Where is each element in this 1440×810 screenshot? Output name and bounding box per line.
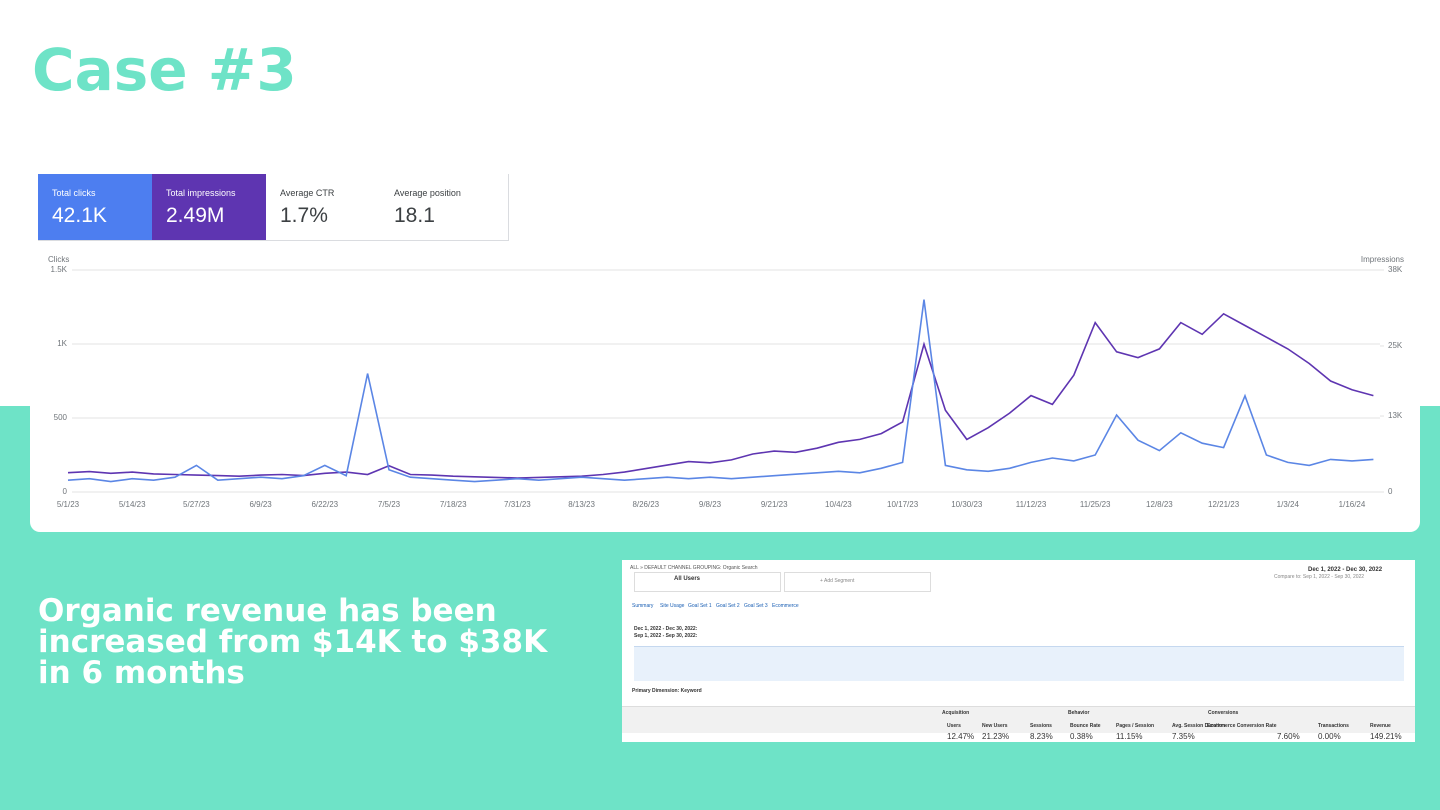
compare-range: Compare to: Sep 1, 2022 - Sep 30, 2022 xyxy=(1274,574,1365,580)
legend-entry: Dec 1, 2022 - Dec 30, 2022: xyxy=(634,626,698,632)
x-tick-label: 7/18/23 xyxy=(440,500,467,509)
y-axis-title: Clicks xyxy=(48,255,69,264)
segment-box xyxy=(634,572,781,592)
tab: Goal Set 1 xyxy=(688,603,712,609)
x-tick-label: 10/30/23 xyxy=(951,500,983,509)
add-segment: + Add Segment xyxy=(820,578,855,584)
x-tick-label: 10/17/23 xyxy=(887,500,919,509)
x-tick-label: 11/12/23 xyxy=(1016,500,1047,509)
column-header: Pages / Session xyxy=(1116,723,1155,729)
column-header: Sessions xyxy=(1030,723,1052,729)
x-tick-label: 5/1/23 xyxy=(57,500,80,509)
metric-value: 1.7% xyxy=(280,204,328,227)
y-tick-label: 0 xyxy=(63,487,68,496)
metric-card: Average position 18.1 xyxy=(380,174,509,241)
column-header: Bounce Rate xyxy=(1070,723,1101,729)
metric-label: Total impressions xyxy=(166,188,236,198)
x-tick-label: 1/3/24 xyxy=(1277,500,1300,509)
tab: Goal Set 2 xyxy=(716,603,740,609)
column-group: Behavior xyxy=(1068,710,1090,716)
metric-card: Total clicks 42.1K xyxy=(38,174,167,241)
segment-name: All Users xyxy=(674,576,701,582)
x-tick-label: 9/8/23 xyxy=(699,500,722,509)
x-tick-label: 10/4/23 xyxy=(825,500,852,509)
slide-title: Case #3 xyxy=(32,36,297,104)
y-tick-label: 500 xyxy=(54,413,68,422)
tab: Summary xyxy=(632,603,654,609)
column-header: Ecommerce Conversion Rate xyxy=(1207,723,1277,729)
column-header: Transactions xyxy=(1318,723,1349,729)
segment-box xyxy=(784,572,931,592)
metric-card: Average CTR 1.7% xyxy=(266,174,395,241)
x-tick-label: 8/13/23 xyxy=(568,500,595,509)
total-value: 0.00% xyxy=(1318,732,1341,741)
x-tick-label: 6/9/23 xyxy=(249,500,272,509)
tab: Goal Set 3 xyxy=(744,603,768,609)
total-value: 7.60% xyxy=(1277,732,1300,741)
x-tick-label: 5/14/23 xyxy=(119,500,146,509)
column-group: Conversions xyxy=(1208,710,1239,716)
x-tick-label: 8/26/23 xyxy=(632,500,659,509)
y2-tick-label: 25K xyxy=(1388,341,1403,350)
y-tick-label: 1K xyxy=(57,339,67,348)
total-value: 149.21% xyxy=(1370,732,1402,741)
column-header: Avg. Session Duration xyxy=(1172,723,1226,729)
primary-dimension: Primary Dimension: Keyword xyxy=(632,688,702,694)
column-header: Revenue xyxy=(1370,723,1391,729)
x-tick-label: 12/8/23 xyxy=(1146,500,1173,509)
date-range: Dec 1, 2022 - Dec 30, 2022 xyxy=(1308,567,1383,573)
tab: Ecommerce xyxy=(772,603,799,609)
total-value: 11.15% xyxy=(1116,732,1143,741)
total-value: 7.35% xyxy=(1172,732,1195,741)
metric-label: Average CTR xyxy=(280,188,335,198)
breadcrumb: ALL » DEFAULT CHANNEL GROUPING: Organic … xyxy=(630,565,758,571)
y2-tick-label: 0 xyxy=(1388,487,1393,496)
legend-entry: Sep 1, 2022 - Sep 30, 2022: xyxy=(634,633,698,639)
column-header: New Users xyxy=(982,723,1008,729)
total-value: 21.23% xyxy=(982,732,1010,741)
metric-value: 2.49M xyxy=(166,204,225,227)
metric-card: Total impressions 2.49M xyxy=(152,174,281,241)
analytics-screenshot: ALL » DEFAULT CHANNEL GROUPING: Organic … xyxy=(622,560,1415,742)
x-tick-label: 5/27/23 xyxy=(183,500,210,509)
metric-label: Total clicks xyxy=(52,188,96,198)
total-value: 12.47% xyxy=(947,732,975,741)
metric-value: 42.1K xyxy=(52,204,107,227)
metric-label: Average position xyxy=(394,188,461,198)
y-tick-label: 1.5K xyxy=(51,265,68,274)
x-tick-label: 11/25/23 xyxy=(1080,500,1111,509)
x-tick-label: 9/21/23 xyxy=(761,500,788,509)
x-tick-label: 6/22/23 xyxy=(311,500,338,509)
tab: Site Usage xyxy=(660,603,685,609)
total-value: 0.38% xyxy=(1070,732,1093,741)
x-tick-label: 1/16/24 xyxy=(1339,500,1366,509)
table-header xyxy=(622,706,1415,733)
x-tick-label: 12/21/23 xyxy=(1208,500,1240,509)
body-text: Organic revenue has been increased from … xyxy=(38,593,548,691)
mini-chart-area xyxy=(634,646,1404,681)
column-group: Acquisition xyxy=(942,710,970,716)
total-value: 8.23% xyxy=(1030,732,1053,741)
y2-tick-label: 13K xyxy=(1388,411,1403,420)
metric-value: 18.1 xyxy=(394,204,435,227)
y2-tick-label: 38K xyxy=(1388,265,1403,274)
x-tick-label: 7/5/23 xyxy=(378,500,401,509)
x-tick-label: 7/31/23 xyxy=(504,500,531,509)
line-series xyxy=(67,312,1374,479)
line-series xyxy=(67,299,1374,483)
column-header: Users xyxy=(947,723,961,729)
y2-axis-title: Impressions xyxy=(1361,255,1404,264)
